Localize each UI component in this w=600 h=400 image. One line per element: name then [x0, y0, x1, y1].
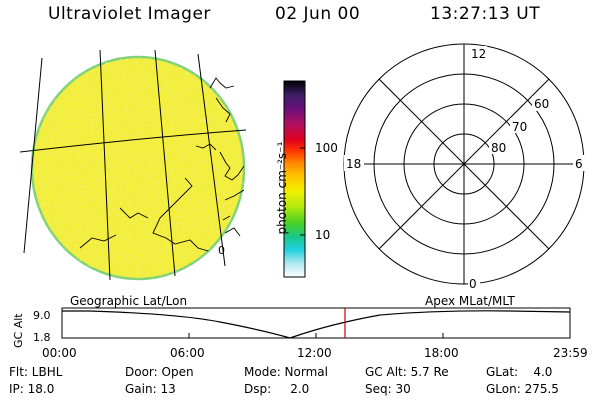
x-label-0000: 00:00	[42, 346, 77, 360]
x-label-1800: 18:00	[424, 346, 459, 360]
mode-info: Mode: Normal	[244, 365, 328, 379]
x-label-1200: 12:00	[297, 346, 332, 360]
y-tick-1-8: 1.8	[33, 331, 51, 344]
uvi-image-panel: 0	[20, 48, 255, 288]
image-corner-mark: 0	[218, 244, 225, 257]
colorbar-unit-label: photon cm⁻²s⁻¹	[275, 108, 289, 268]
mlat-label-80: 80	[491, 141, 506, 155]
mlat-label-70: 70	[512, 120, 527, 134]
y-tick-9: 9.0	[33, 309, 51, 322]
timeline-y-title: GC Alt	[12, 313, 25, 348]
polar-mlat-mlt-plot: 12 18 6 0 60 70 80	[336, 40, 592, 296]
gain-info: Gain: 13	[125, 382, 176, 396]
filter-info: Flt: LBHL	[9, 365, 62, 379]
x-label-0600: 06:00	[170, 346, 205, 360]
instrument-title: Ultraviolet Imager	[48, 4, 211, 24]
mlt-label-6: 6	[575, 157, 583, 171]
glon-info: GLon: 275.5	[486, 382, 559, 396]
time-label: 13:27:13 UT	[430, 4, 540, 24]
seq-info: Seq: 30	[365, 382, 411, 396]
colorbar-label-10: 10	[315, 228, 330, 242]
date-label: 02 Jun 00	[275, 4, 360, 24]
door-info: Door: Open	[125, 365, 194, 379]
dsp-info: Dsp: 2.0	[244, 382, 309, 396]
colorbar-label-100: 100	[315, 141, 338, 155]
mlt-label-12: 12	[471, 47, 486, 61]
gc-alt-info: GC Alt: 5.7 Re	[365, 365, 449, 379]
x-label-2359: 23:59	[553, 346, 588, 360]
glat-info: GLat: 4.0	[486, 365, 552, 379]
ip-info: IP: 18.0	[9, 382, 54, 396]
mlt-label-18: 18	[346, 157, 361, 171]
mlat-label-60: 60	[534, 97, 549, 111]
mlt-label-0: 0	[469, 277, 477, 291]
